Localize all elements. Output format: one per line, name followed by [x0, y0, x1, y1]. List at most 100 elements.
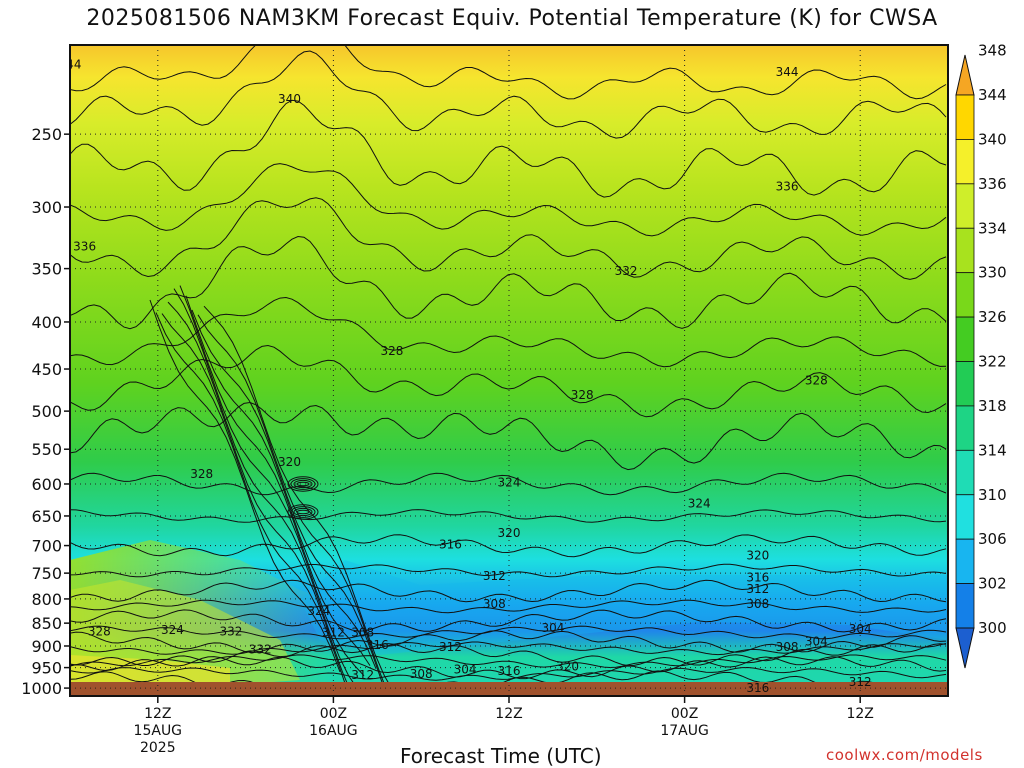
contour-label: 328 — [380, 344, 403, 358]
contour-label: 312 — [746, 582, 769, 596]
contour-line — [70, 344, 947, 418]
closed-contour — [296, 481, 310, 487]
y-tick-label: 400 — [31, 313, 62, 332]
contour-label: 332 — [220, 625, 243, 639]
colorbar-segment — [955, 139, 975, 185]
closed-contour — [290, 506, 316, 518]
contour-label: 328 — [88, 625, 111, 639]
x-axis-label: Forecast Time (UTC) — [400, 744, 602, 768]
colorbar-label: 348 — [978, 42, 1007, 60]
front-contour-line — [161, 313, 353, 696]
x-tick-label: 00Z — [320, 706, 347, 722]
colorbar-segment — [955, 361, 975, 407]
contour-label: 316 — [439, 537, 462, 551]
contour-label: 320 — [746, 549, 769, 563]
front-contour-line — [191, 309, 383, 683]
contour-label: 304 — [454, 663, 477, 677]
front-contour-line — [149, 299, 341, 673]
contour-label: 336 — [73, 239, 96, 253]
contour-line — [70, 579, 947, 603]
closed-contour — [296, 509, 310, 515]
colorbar-label: 336 — [978, 175, 1007, 193]
front-contour-line — [179, 285, 371, 666]
contour-label: 312 — [849, 675, 872, 689]
colorbar-label: 314 — [978, 441, 1007, 459]
closed-contour — [293, 507, 313, 517]
contour-line — [70, 654, 947, 669]
x-tick-label: 00Z — [671, 706, 698, 722]
contour-label: 308 — [776, 640, 799, 654]
contour-label: 340 — [278, 92, 301, 106]
front-contour-line — [197, 314, 389, 694]
contour-label: 308 — [483, 597, 506, 611]
contour-label: 336 — [776, 180, 799, 194]
contour-line — [70, 99, 947, 198]
contour-line — [70, 643, 947, 667]
contour-label: 332 — [615, 264, 638, 278]
colorbar-segment — [955, 272, 975, 318]
colorbar-label: 330 — [978, 264, 1007, 282]
y-tick-label: 750 — [31, 564, 62, 583]
contour-label: 304 — [849, 622, 872, 636]
plot-area: 344 344 340 336 336 332 332 332 328 328 328 328 328 3… — [59, 45, 948, 696]
colorbar-label: 310 — [978, 486, 1007, 504]
colorbar-label: 344 — [978, 86, 1007, 104]
contour-line — [70, 45, 947, 100]
contour-label: 332 — [249, 643, 272, 657]
contour-label: 312 — [322, 625, 345, 639]
terrain-surface — [70, 682, 948, 696]
contour-label: 316 — [366, 638, 389, 652]
front-contour-line — [203, 305, 395, 693]
contour-label: 304 — [541, 621, 564, 635]
y-tick-label: 500 — [31, 402, 62, 421]
x-tick-label: 17AUG — [660, 723, 709, 739]
x-tick-label: 16AUG — [309, 723, 358, 739]
y-tick-label: 650 — [31, 507, 62, 526]
colorbar-label: 302 — [978, 575, 1007, 593]
y-tick-label: 1000 — [21, 679, 62, 698]
colorbar-top-arrow — [955, 54, 975, 96]
x-tick-label: 15AUG — [134, 723, 183, 739]
y-tick-label: 700 — [31, 537, 62, 556]
x-tick-label: 12Z — [144, 706, 171, 722]
contour-label: 328 — [571, 388, 594, 402]
contour-line — [70, 509, 947, 523]
colorbar-label: 340 — [978, 130, 1007, 148]
contour-labels: 344 344 340 336 336 332 332 332 328 328 328 328 328 3… — [59, 57, 872, 695]
y-axis: 250 300 350 400 450 500 550 600 650 700 750 800 850 9… — [21, 125, 70, 698]
contour-line — [70, 534, 947, 558]
y-tick-label: 600 — [31, 475, 62, 494]
contour-label: 328 — [190, 467, 213, 481]
contour-lines — [70, 45, 947, 696]
cool-tongue — [300, 560, 948, 655]
contour-label: 320 — [498, 526, 521, 540]
y-tick-label: 900 — [31, 637, 62, 656]
front-contour-line — [167, 301, 359, 691]
colorbar-label: 318 — [978, 397, 1007, 415]
colorbar-bottom-arrow — [955, 627, 975, 669]
lowlevel-hot-strip — [70, 655, 230, 682]
y-tick-label: 800 — [31, 590, 62, 609]
colorbar-segment — [955, 538, 975, 584]
colorbar-segment — [955, 316, 975, 362]
colorbar-segment — [955, 494, 975, 540]
y-tick-label: 550 — [31, 440, 62, 459]
colorbar-segment — [955, 227, 975, 274]
x-tick-label: 2025 — [140, 740, 176, 756]
colorbar-label: 322 — [978, 353, 1007, 371]
front-contour-line — [173, 288, 365, 677]
x-tick-label: 12Z — [495, 706, 522, 722]
colorbar-label: 306 — [978, 530, 1007, 548]
y-tick-label: 950 — [31, 659, 62, 678]
contour-line — [70, 50, 947, 139]
contour-label: 324 — [688, 496, 711, 510]
contour-line — [70, 163, 947, 237]
colorbar-label: 334 — [978, 219, 1007, 237]
credit-link[interactable]: coolwx.com/models — [826, 746, 983, 764]
colorbar-label: 300 — [978, 619, 1007, 637]
contour-label: 312 — [439, 640, 462, 654]
contour-line — [70, 472, 947, 496]
contour-label: 344 — [59, 57, 82, 71]
contour-label: 312 — [351, 668, 374, 682]
